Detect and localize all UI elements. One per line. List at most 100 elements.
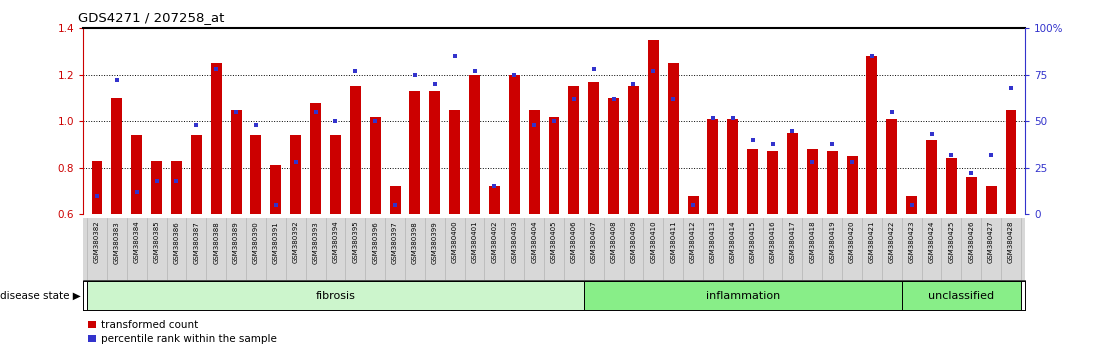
Bar — [131, 135, 142, 214]
Text: GSM380403: GSM380403 — [511, 221, 517, 263]
Bar — [410, 91, 420, 214]
Bar — [509, 75, 520, 214]
Bar — [88, 281, 584, 310]
Bar — [767, 152, 778, 214]
Text: GSM380413: GSM380413 — [710, 221, 716, 263]
Text: GSM380398: GSM380398 — [412, 221, 418, 264]
Text: GSM380412: GSM380412 — [690, 221, 696, 263]
Bar — [568, 86, 579, 214]
Text: fibrosis: fibrosis — [316, 291, 356, 301]
Text: GSM380420: GSM380420 — [849, 221, 855, 263]
Bar — [171, 161, 182, 214]
Text: unclassified: unclassified — [929, 291, 994, 301]
Bar — [429, 91, 440, 214]
Text: GSM380417: GSM380417 — [789, 221, 796, 263]
Text: GSM380392: GSM380392 — [293, 221, 299, 263]
Bar — [986, 186, 996, 214]
Text: GSM380386: GSM380386 — [174, 221, 179, 264]
Bar — [628, 86, 639, 214]
Text: GSM380406: GSM380406 — [571, 221, 577, 263]
Text: GSM380395: GSM380395 — [352, 221, 358, 263]
Bar — [902, 281, 1020, 310]
Bar — [807, 149, 818, 214]
Text: GSM380387: GSM380387 — [194, 221, 199, 264]
Bar — [112, 98, 122, 214]
Text: GSM380419: GSM380419 — [829, 221, 835, 263]
Bar — [827, 152, 838, 214]
Text: GSM380396: GSM380396 — [372, 221, 378, 264]
Bar — [449, 110, 460, 214]
Text: GSM380411: GSM380411 — [670, 221, 676, 263]
Bar — [548, 116, 560, 214]
Text: GSM380414: GSM380414 — [730, 221, 736, 263]
Bar — [1006, 110, 1016, 214]
Bar — [886, 119, 897, 214]
Legend: transformed count, percentile rank within the sample: transformed count, percentile rank withi… — [89, 320, 277, 344]
Text: GSM380404: GSM380404 — [531, 221, 537, 263]
Bar — [191, 135, 202, 214]
Bar — [310, 103, 321, 214]
Bar — [668, 63, 679, 214]
Text: GSM380382: GSM380382 — [94, 221, 100, 263]
Bar — [926, 140, 937, 214]
Bar — [727, 119, 738, 214]
Bar — [350, 86, 361, 214]
Text: GSM380385: GSM380385 — [154, 221, 160, 263]
Bar — [250, 135, 261, 214]
Bar — [230, 110, 242, 214]
Bar — [608, 98, 619, 214]
Bar — [211, 63, 222, 214]
Text: GSM380415: GSM380415 — [750, 221, 756, 263]
Text: GSM380397: GSM380397 — [392, 221, 398, 264]
Text: GSM380394: GSM380394 — [332, 221, 338, 263]
Text: GSM380389: GSM380389 — [233, 221, 239, 264]
Text: GSM380388: GSM380388 — [213, 221, 219, 264]
Text: GSM380384: GSM380384 — [134, 221, 140, 263]
Bar — [330, 135, 341, 214]
Text: GSM380422: GSM380422 — [889, 221, 895, 263]
Text: GSM380409: GSM380409 — [630, 221, 636, 263]
Text: GSM380400: GSM380400 — [452, 221, 458, 263]
Bar — [847, 156, 858, 214]
Text: GSM380425: GSM380425 — [948, 221, 954, 263]
Bar — [151, 161, 162, 214]
Text: GSM380401: GSM380401 — [472, 221, 478, 263]
Bar — [584, 281, 902, 310]
Text: GSM380424: GSM380424 — [929, 221, 934, 263]
Bar — [529, 110, 540, 214]
Text: GSM380427: GSM380427 — [988, 221, 994, 263]
Bar — [648, 40, 659, 214]
Text: GSM380390: GSM380390 — [253, 221, 259, 264]
Bar — [92, 161, 102, 214]
Text: GSM380383: GSM380383 — [114, 221, 120, 264]
Bar — [966, 177, 977, 214]
Bar — [688, 195, 698, 214]
Bar — [270, 165, 281, 214]
Bar — [708, 119, 718, 214]
Text: GSM380399: GSM380399 — [432, 221, 438, 264]
Bar — [370, 116, 381, 214]
Text: GSM380408: GSM380408 — [611, 221, 617, 263]
Text: GSM380418: GSM380418 — [809, 221, 815, 263]
Bar — [390, 186, 400, 214]
Text: GSM380402: GSM380402 — [491, 221, 497, 263]
Text: disease state ▶: disease state ▶ — [0, 291, 81, 301]
Text: GSM380410: GSM380410 — [650, 221, 656, 263]
Text: GSM380428: GSM380428 — [1008, 221, 1014, 263]
Bar — [946, 159, 957, 214]
Text: GDS4271 / 207258_at: GDS4271 / 207258_at — [78, 11, 224, 24]
Text: GSM380423: GSM380423 — [909, 221, 914, 263]
Text: GSM380393: GSM380393 — [312, 221, 319, 264]
Text: GSM380426: GSM380426 — [968, 221, 974, 263]
Text: GSM380391: GSM380391 — [273, 221, 279, 264]
Bar — [489, 186, 500, 214]
Bar — [787, 133, 798, 214]
Text: inflammation: inflammation — [706, 291, 780, 301]
Bar — [469, 75, 480, 214]
Bar — [747, 149, 758, 214]
Bar — [588, 82, 599, 214]
Text: GSM380405: GSM380405 — [551, 221, 557, 263]
Text: GSM380416: GSM380416 — [770, 221, 776, 263]
Bar — [906, 195, 917, 214]
Bar — [290, 135, 301, 214]
